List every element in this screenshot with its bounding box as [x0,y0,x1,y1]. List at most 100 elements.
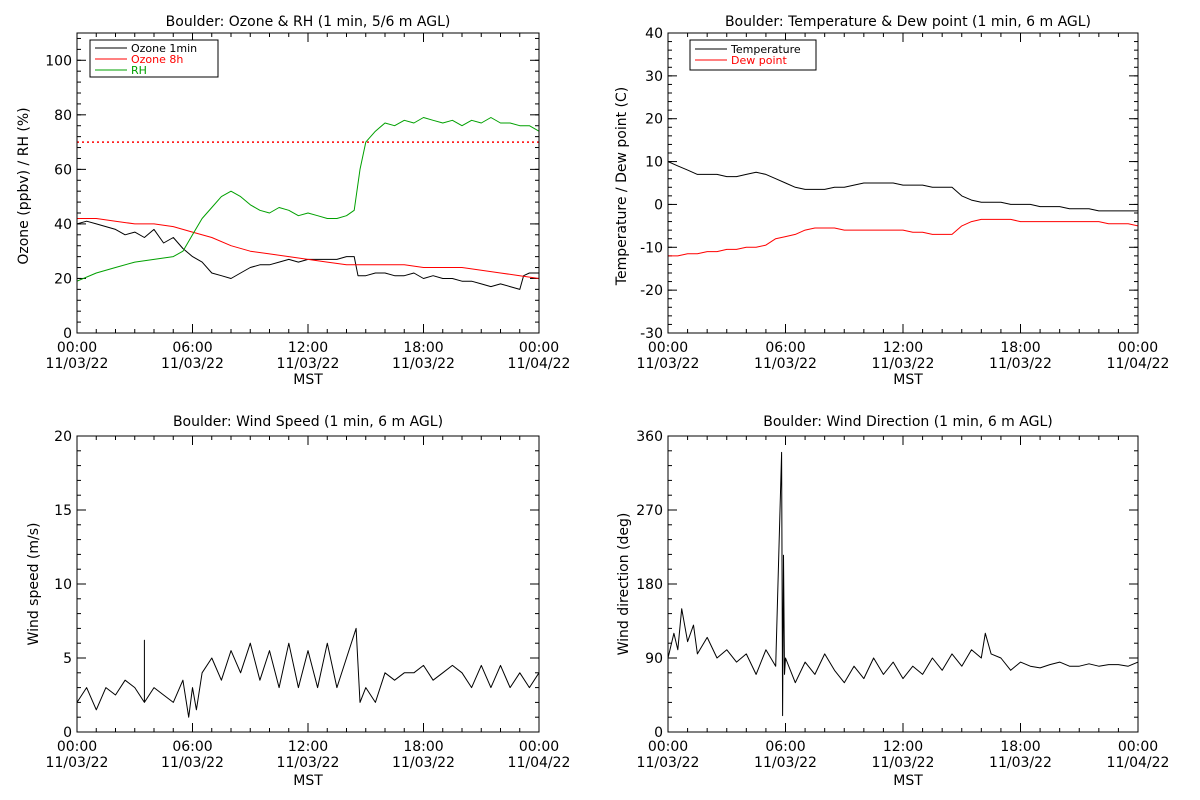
x-tick-time-label: 18:00 [1000,340,1040,356]
y-tick-label: -30 [640,326,663,342]
plot-frame [667,32,1139,334]
x-tick-date-label: 11/04/22 [1107,356,1170,372]
x-tick-date-label: 11/03/22 [46,356,109,372]
x-tick-time-label: 00:00 [519,739,559,755]
x-tick-date-label: 11/03/22 [872,356,935,372]
x-tick-time-label: 00:00 [648,739,688,755]
wind-direction-panel: Boulder: Wind Direction (1 min, 6 m AGL)… [616,414,1169,789]
x-tick-time-label: 12:00 [883,739,923,755]
ozone-rh-panel: Boulder: Ozone & RH (1 min, 5/6 m AGL) O… [16,14,570,388]
legend-label-temperature: Temperature [730,43,801,56]
x-axis-label: MST [893,773,923,789]
y-tick-label: 0 [63,725,72,741]
y-tick-label: 40 [645,26,663,42]
y-tick-label: 60 [54,162,72,178]
panel-title: Boulder: Wind Direction (1 min, 6 m AGL) [763,414,1052,430]
x-axis-label: MST [893,372,923,388]
y-tick-label: 80 [54,108,72,124]
x-tick-date-label: 11/03/22 [392,356,455,372]
x-tick-time-label: 12:00 [288,739,328,755]
y-axis-label: Temperature / Dew point (C) [614,87,630,286]
x-tick-time-label: 18:00 [403,739,443,755]
y-tick-label: 5 [63,651,72,667]
y-tick-label: -20 [640,283,663,299]
y-axis-label: Ozone (ppbv) / RH (%) [16,107,32,264]
dew-point-line [668,218,1138,257]
panel-title: Boulder: Temperature & Dew point (1 min,… [725,14,1091,30]
x-tick-time-label: 18:00 [1000,739,1040,755]
x-tick-date-label: 11/03/22 [161,356,224,372]
y-tick-label: 0 [63,326,72,342]
y-tick-label: 15 [54,503,72,519]
legend-label-ozone-1min: Ozone 1min [131,42,197,55]
rh-line [77,117,539,282]
x-axis-label: MST [293,372,323,388]
legend-label-rh: RH [131,64,147,77]
y-tick-label: 180 [636,577,663,593]
y-tick-label: 20 [645,112,663,128]
x-tick-date-label: 11/03/22 [277,755,340,771]
legend-box [689,39,817,71]
y-tick-label: -10 [640,240,663,256]
x-tick-time-label: 06:00 [172,739,212,755]
x-tick-date-label: 11/04/22 [508,755,571,771]
x-tick-date-label: 11/03/22 [161,755,224,771]
x-tick-time-label: 06:00 [172,340,212,356]
x-tick-date-label: 11/03/22 [754,755,817,771]
x-tick-date-label: 11/04/22 [1107,755,1170,771]
x-tick-time-label: 00:00 [1118,340,1158,356]
y-tick-label: 10 [645,155,663,171]
plot-frame [76,435,540,733]
plot-frame [76,32,540,334]
plot-frame [667,435,1139,733]
ozone-1min-line [77,220,539,290]
y-tick-label: 30 [645,69,663,85]
y-tick-label: 270 [636,503,663,519]
y-tick-label: 20 [54,271,72,287]
wind-direction-line [668,451,1138,717]
y-tick-label: 10 [54,577,72,593]
y-tick-label: 0 [654,725,663,741]
x-tick-date-label: 11/03/22 [392,755,455,771]
x-tick-time-label: 18:00 [403,340,443,356]
x-tick-time-label: 12:00 [288,340,328,356]
legend: Temperature Dew point [689,39,817,71]
x-tick-time-label: 06:00 [765,340,805,356]
x-tick-date-label: 11/03/22 [46,755,109,771]
x-tick-date-label: 11/03/22 [754,356,817,372]
temperature-line [668,161,1138,212]
x-tick-time-label: 00:00 [519,340,559,356]
legend: Ozone 1min Ozone 8h RH [89,39,219,78]
x-tick-date-label: 11/04/22 [508,356,571,372]
x-tick-time-label: 00:00 [57,739,97,755]
x-tick-date-label: 11/03/22 [872,755,935,771]
x-tick-time-label: 12:00 [883,340,923,356]
x-tick-date-label: 11/03/22 [989,755,1052,771]
wind-speed-panel: Boulder: Wind Speed (1 min, 6 m AGL) Win… [26,414,570,789]
y-tick-label: 20 [54,429,72,445]
y-tick-label: 0 [654,197,663,213]
x-tick-date-label: 11/03/22 [989,356,1052,372]
panel-title: Boulder: Wind Speed (1 min, 6 m AGL) [173,414,443,430]
x-tick-time-label: 00:00 [648,340,688,356]
y-tick-label: 40 [54,217,72,233]
temperature-dewpoint-panel: Boulder: Temperature & Dew point (1 min,… [614,14,1169,388]
x-tick-date-label: 11/03/22 [637,356,700,372]
y-tick-label: 90 [645,651,663,667]
y-axis-label: Wind direction (deg) [616,513,632,656]
x-tick-time-label: 06:00 [765,739,805,755]
x-tick-time-label: 00:00 [1118,739,1158,755]
x-axis-label: MST [293,773,323,789]
wind-speed-line [77,627,539,718]
ozone-8h-line [77,218,539,279]
y-tick-label: 100 [45,53,72,69]
legend-label-ozone-8h: Ozone 8h [131,53,183,66]
panel-title: Boulder: Ozone & RH (1 min, 5/6 m AGL) [166,14,451,30]
x-tick-date-label: 11/03/22 [277,356,340,372]
y-axis-label: Wind speed (m/s) [26,523,42,646]
legend-label-dew-point: Dew point [731,54,787,67]
y-tick-label: 360 [636,429,663,445]
x-tick-date-label: 11/03/22 [637,755,700,771]
x-tick-time-label: 00:00 [57,340,97,356]
